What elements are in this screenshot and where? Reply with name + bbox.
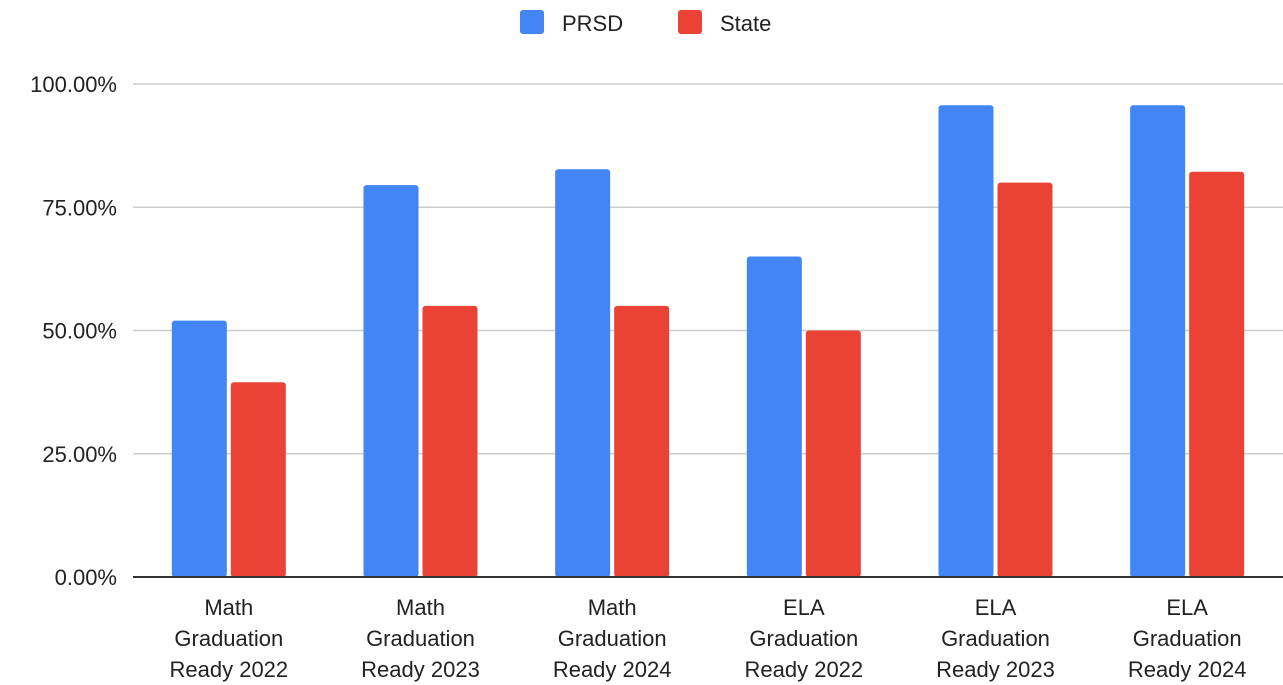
y-tick-label: 25.00% xyxy=(42,442,117,467)
y-tick-label: 50.00% xyxy=(42,319,117,344)
x-tick-label-line: Ready 2023 xyxy=(361,657,480,682)
x-tick-label-line: Ready 2023 xyxy=(936,657,1055,682)
bar-state xyxy=(997,182,1053,577)
x-tick-label-line: Graduation xyxy=(1133,626,1242,651)
x-tick-label-line: Graduation xyxy=(174,626,283,651)
legend-swatch-state xyxy=(678,10,702,34)
legend-label-state: State xyxy=(720,11,771,36)
x-tick-label-line: Math xyxy=(204,595,253,620)
x-tick-label-line: Math xyxy=(588,595,637,620)
bar-prsd xyxy=(555,169,611,577)
bar-state xyxy=(614,305,670,577)
x-tick-label: ELA Graduation Ready 2024 xyxy=(1128,595,1247,682)
x-tick-label-line: Graduation xyxy=(941,626,1050,651)
x-tick-label-line: Graduation xyxy=(749,626,858,651)
x-tick-label-line: Graduation xyxy=(558,626,667,651)
bar-prsd xyxy=(1130,105,1186,577)
x-tick-label: Math Graduation Ready 2022 xyxy=(170,595,289,682)
x-tick-label-line: Ready 2024 xyxy=(553,657,672,682)
x-tick-label: ELA Graduation Ready 2023 xyxy=(936,595,1055,682)
x-tick-label: ELA Graduation Ready 2022 xyxy=(745,595,864,682)
x-tick-label: Math Graduation Ready 2024 xyxy=(553,595,672,682)
y-axis-ticks: 0.00% 25.00% 50.00% 75.00% 100.00% xyxy=(30,72,117,590)
bar-prsd xyxy=(171,320,227,577)
x-tick-label-line: Ready 2024 xyxy=(1128,657,1247,682)
x-tick-label-line: ELA xyxy=(975,595,1017,620)
y-tick-label: 0.00% xyxy=(55,565,117,590)
y-tick-label: 100.00% xyxy=(30,72,117,97)
bar-state xyxy=(1189,171,1245,577)
x-tick-label-line: Math xyxy=(396,595,445,620)
y-tick-label: 75.00% xyxy=(42,195,117,220)
bar-prsd xyxy=(363,185,419,577)
x-tick-label-line: Ready 2022 xyxy=(170,657,289,682)
legend: PRSD State xyxy=(520,10,771,36)
x-tick-label-line: ELA xyxy=(1166,595,1208,620)
bar-state xyxy=(805,330,861,577)
x-tick-label-line: ELA xyxy=(783,595,825,620)
bar-state xyxy=(230,382,286,577)
bar-prsd xyxy=(746,256,802,577)
bar-prsd xyxy=(938,105,994,577)
legend-swatch-prsd xyxy=(520,10,544,34)
legend-label-prsd: PRSD xyxy=(562,11,623,36)
x-tick-label-line: Ready 2022 xyxy=(745,657,864,682)
x-tick-label-line: Graduation xyxy=(366,626,475,651)
x-tick-label: Math Graduation Ready 2023 xyxy=(361,595,480,682)
bars xyxy=(171,105,1245,577)
bar-state xyxy=(422,305,478,577)
x-axis-labels: Math Graduation Ready 2022 Math Graduation Re… xyxy=(170,595,1247,682)
gridlines xyxy=(133,83,1283,455)
